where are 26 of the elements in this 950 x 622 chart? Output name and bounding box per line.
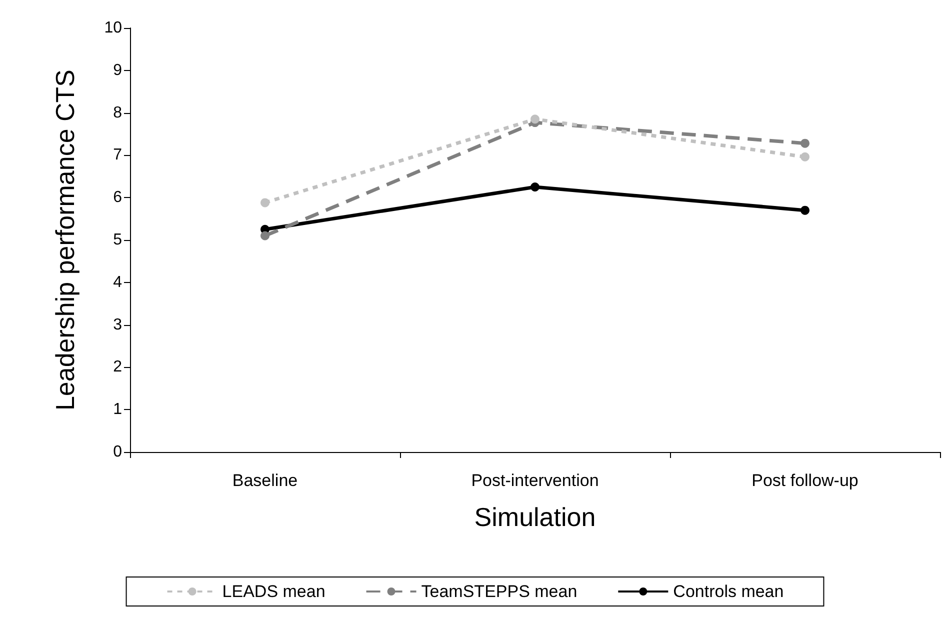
x-tick-label: Post-intervention: [471, 471, 599, 490]
point: [260, 231, 270, 240]
y-tick-label: 10: [104, 20, 122, 36]
point: [260, 198, 270, 208]
point: [800, 206, 810, 215]
y-tick-label: 8: [113, 104, 122, 122]
x-tick-label: Post follow-up: [752, 471, 858, 490]
point: [800, 152, 810, 162]
x-axis-title: Simulation: [474, 502, 596, 532]
y-tick-label: 1: [113, 401, 122, 418]
y-axis-title: Leadership performance CTS: [50, 69, 80, 411]
y-tick-label: 6: [113, 189, 122, 206]
point: [530, 182, 540, 192]
y-tick-label: 5: [113, 232, 122, 248]
y-tick-label: 3: [113, 316, 122, 334]
y-tick-label: 4: [113, 274, 122, 291]
y-tick-label: 9: [113, 62, 122, 79]
legend-label: Controls mean: [673, 582, 784, 601]
x-tick-label: Baseline: [232, 471, 298, 490]
point: [800, 138, 810, 148]
legend-label: LEADS mean: [222, 582, 326, 601]
y-tick-label: 2: [113, 358, 122, 376]
point: [530, 114, 540, 124]
legend-label: TeamSTEPPS mean: [421, 582, 578, 601]
y-tick-label: 0: [113, 444, 122, 460]
y-tick-label: 7: [113, 146, 122, 164]
